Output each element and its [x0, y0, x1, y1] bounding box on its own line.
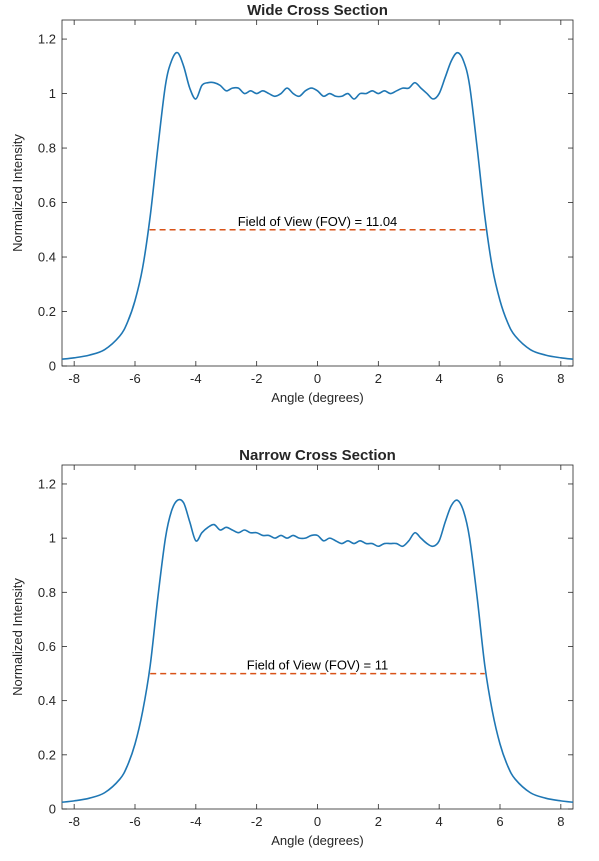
- narrow-x-tick-label: 0: [314, 814, 321, 829]
- wide-y-tick-label: 0.4: [38, 250, 56, 265]
- narrow-y-tick-label: 0.8: [38, 585, 56, 600]
- narrow-y-axis-label: Normalized Intensity: [10, 578, 25, 696]
- wide-y-tick-label: 1.2: [38, 32, 56, 47]
- wide-fov-annotation: Field of View (FOV) = 11.04: [238, 214, 398, 229]
- narrow-y-tick-label: 0.4: [38, 693, 56, 708]
- wide-x-tick-label: 8: [557, 371, 564, 386]
- narrow-y-tick-label: 0.6: [38, 639, 56, 654]
- narrow-x-tick-label: -4: [190, 814, 202, 829]
- narrow-intensity-line: [62, 498, 573, 804]
- narrow-y-tick-label: 1.2: [38, 476, 56, 491]
- narrow-x-axis-label: Angle (degrees): [271, 833, 364, 848]
- wide-y-tick-label: 0.2: [38, 304, 56, 319]
- narrow-y-tick-label: 0.2: [38, 747, 56, 762]
- narrow-x-tick-label: 2: [375, 814, 382, 829]
- narrow-x-tick-label: -8: [68, 814, 80, 829]
- narrow-x-tick-label: -2: [251, 814, 263, 829]
- narrow-chart-title: Narrow Cross Section: [239, 447, 396, 464]
- wide-y-tick-label: 1: [49, 86, 56, 101]
- wide-y-tick-label: 0.8: [38, 141, 56, 156]
- chart-panel-wide: Wide Cross Section -8 -6 -4 -2 0 2 4 6 8 0 0.2 0.4 0.…: [10, 2, 574, 405]
- wide-x-tick-label: 0: [314, 371, 321, 386]
- wide-intensity-line: [62, 51, 573, 360]
- narrow-y-tick-label: 0: [49, 802, 56, 817]
- narrow-x-tick-label: 6: [496, 814, 503, 829]
- wide-x-tick-label: -4: [190, 371, 202, 386]
- wide-y-tick-label: 0: [49, 359, 56, 374]
- wide-x-axis-label: Angle (degrees): [271, 390, 364, 405]
- wide-y-tick-label: 0.6: [38, 195, 56, 210]
- narrow-y-tick-label: 1: [49, 531, 56, 546]
- narrow-x-tick-label: 4: [436, 814, 443, 829]
- chart-panel-narrow: Narrow Cross Section -8 -6 -4 -2 0 2 4 6 8 0 0.2 0.4…: [10, 447, 574, 848]
- wide-x-tick-label: -8: [68, 371, 80, 386]
- narrow-x-tick-label: 8: [557, 814, 564, 829]
- wide-x-tick-label: 2: [375, 371, 382, 386]
- wide-chart-title: Wide Cross Section: [247, 2, 388, 19]
- wide-y-axis-label: Normalized Intensity: [10, 134, 25, 252]
- narrow-x-tick-label: -6: [129, 814, 141, 829]
- narrow-fov-annotation: Field of View (FOV) = 11: [247, 658, 389, 673]
- wide-x-tick-label: 6: [496, 371, 503, 386]
- wide-x-tick-label: -6: [129, 371, 141, 386]
- wide-x-tick-label: 4: [436, 371, 443, 386]
- wide-x-tick-label: -2: [251, 371, 263, 386]
